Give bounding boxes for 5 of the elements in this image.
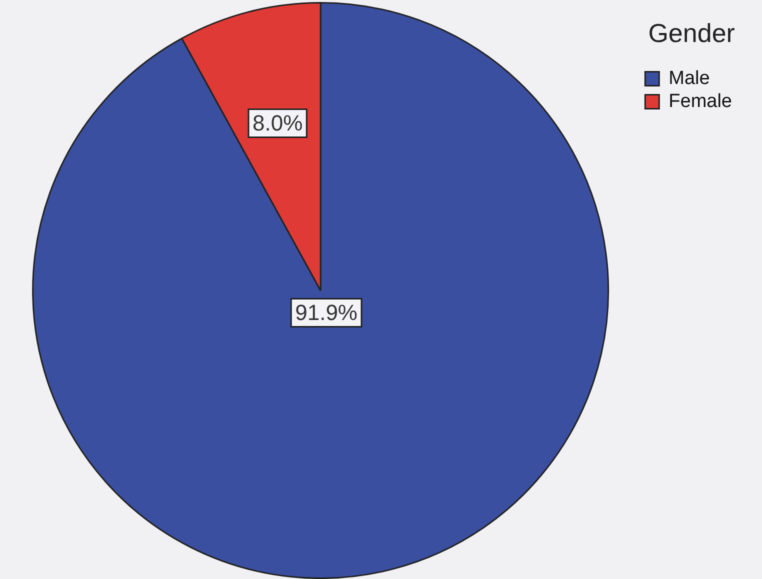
legend-label: Male	[668, 68, 710, 89]
data-label: 8.0%	[252, 110, 303, 136]
legend-title: Gender	[648, 18, 736, 48]
data-label: 91.9%	[295, 300, 358, 325]
legend-label: Female	[668, 90, 732, 112]
